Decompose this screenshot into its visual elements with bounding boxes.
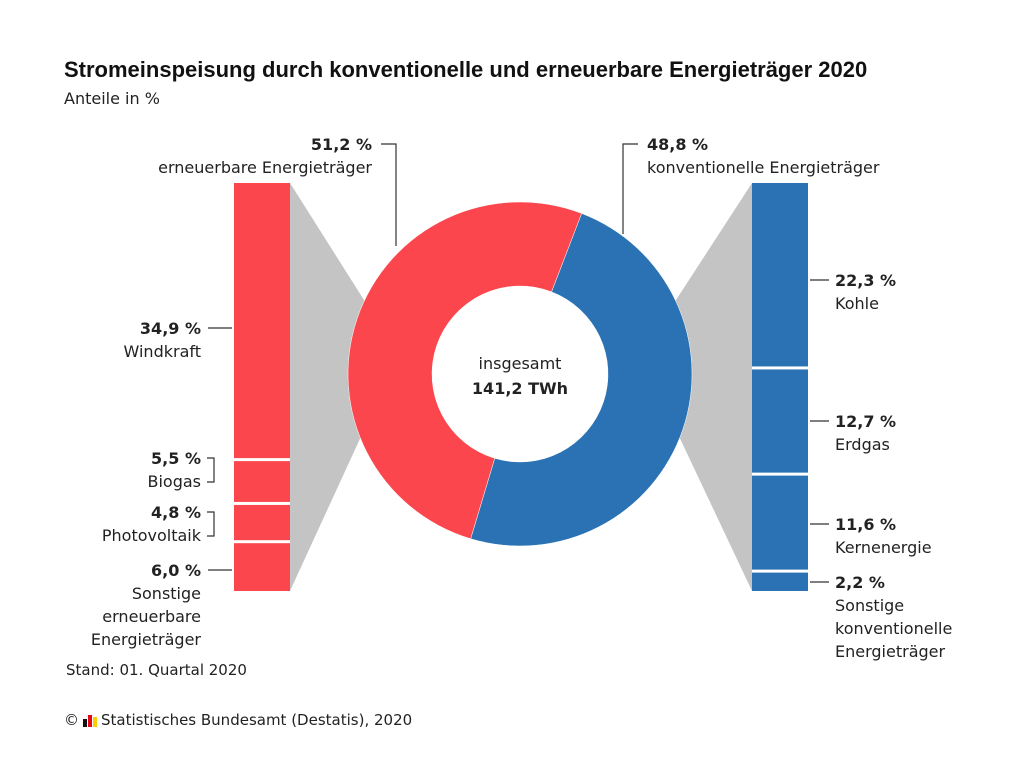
value-label-biogas: 5,5 % — [151, 449, 201, 468]
value-label-kernenergie: 11,6 % — [835, 515, 896, 534]
value-label-sonstige-erneuerbare-energietraeger: 6,0 % — [151, 561, 201, 580]
connector-renewable — [290, 183, 364, 591]
donut-center-label: insgesamt — [479, 354, 562, 373]
label-sonstige-erneuerbare-energietraeger: Sonstige — [132, 584, 201, 603]
label-biogas: Biogas — [147, 472, 201, 491]
value-label-photovoltaik: 4,8 % — [151, 503, 201, 522]
bar-segment-sonstige-erneuerbare-energietraeger — [234, 543, 290, 591]
label-sonstige-konventionelle-energietraeger: Sonstige — [835, 596, 904, 615]
group-label-renewable: erneuerbare Energieträger — [158, 158, 372, 177]
donut-slice-renewable — [347, 201, 582, 540]
label-sonstige-konventionelle-energietraeger-1: konventionelle — [835, 619, 952, 638]
label-sonstige-konventionelle-energietraeger-2: Energieträger — [835, 642, 945, 661]
value-label-windkraft: 34,9 % — [140, 319, 201, 338]
chart-title: Stromeinspeisung durch konventionelle un… — [64, 57, 868, 82]
value-label-sonstige-konventionelle-energietraeger: 2,2 % — [835, 573, 885, 592]
leader-group-conventional — [622, 143, 638, 234]
footer-credit: © Statistisches Bundesamt (Destatis), 20… — [64, 711, 412, 729]
label-sonstige-erneuerbare-energietraeger-1: erneuerbare — [102, 607, 201, 626]
label-photovoltaik: Photovoltaik — [102, 526, 202, 545]
leader-group-renewable — [381, 143, 397, 246]
bar-segment-photovoltaik — [234, 504, 290, 541]
label-erdgas: Erdgas — [835, 435, 890, 454]
stand-note: Stand: 01. Quartal 2020 — [66, 661, 247, 679]
copyright-symbol: © — [64, 711, 79, 729]
label-kohle: Kohle — [835, 294, 879, 313]
label-windkraft: Windkraft — [124, 342, 201, 361]
group-label-conventional: konventionelle Energieträger — [647, 158, 880, 177]
bar-segment-kernenergie — [752, 475, 808, 570]
donut-center-total: 141,2 TWh — [472, 379, 568, 398]
group-value-renewable: 51,2 % — [311, 135, 372, 154]
leader-biogas — [207, 457, 215, 483]
bar-segment-erdgas — [752, 369, 808, 473]
label-kernenergie: Kernenergie — [835, 538, 932, 557]
bar-segment-sonstige-konventionelle-energietraeger — [752, 572, 808, 591]
donut-slice-conventional — [470, 213, 693, 547]
bar-segment-kohle — [752, 183, 808, 367]
destatis-logo-icon — [83, 714, 97, 727]
group-value-conventional: 48,8 % — [647, 135, 708, 154]
bar-segment-biogas — [234, 461, 290, 502]
value-label-kohle: 22,3 % — [835, 271, 896, 290]
bar-segment-windkraft — [234, 183, 290, 459]
value-label-erdgas: 12,7 % — [835, 412, 896, 431]
leader-photovoltaik — [207, 511, 215, 537]
label-sonstige-erneuerbare-energietraeger-2: Energieträger — [91, 630, 201, 649]
source-credit: Statistisches Bundesamt (Destatis), 2020 — [101, 711, 413, 729]
connector-conventional — [676, 183, 752, 591]
chart-subtitle: Anteile in % — [64, 89, 160, 108]
